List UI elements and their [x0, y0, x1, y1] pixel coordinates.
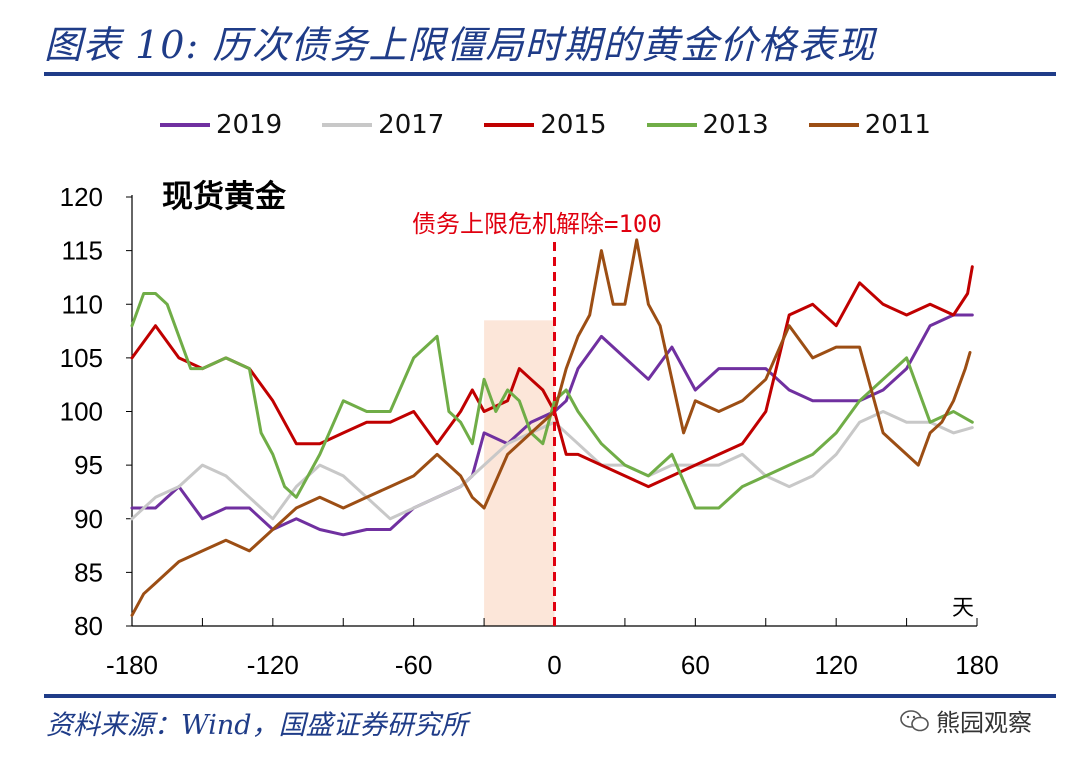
y-tick-label: 95: [74, 450, 103, 480]
legend-swatch: [808, 123, 859, 127]
series-line-2013: [130, 292, 974, 510]
series-line-2011: [130, 238, 972, 617]
x-tick-label: 0: [547, 650, 561, 680]
legend-label: 2011: [864, 110, 931, 140]
chart-title: 现货黄金: [162, 179, 287, 215]
legend-swatch: [646, 123, 697, 127]
y-tick-label: 85: [74, 557, 103, 587]
legend-label: 2017: [378, 110, 445, 140]
x-tick-label: 120: [814, 650, 857, 680]
legend-swatch: [160, 123, 210, 127]
source-note: 资料来源：Wind，国盛证券研究所: [46, 710, 468, 741]
legend-swatch: [484, 123, 535, 127]
y-tick-label: 110: [62, 289, 103, 319]
annotation-text: 债务上限危机解除=100: [412, 210, 662, 238]
legend-label: 2019: [216, 110, 283, 140]
legend-item-2013: 2013: [646, 110, 769, 140]
legend-label: 2015: [540, 110, 607, 140]
y-tick-label: 90: [74, 504, 103, 534]
watermark: 熊园观察: [900, 703, 1032, 738]
legend-item-2011: 2011: [808, 110, 931, 140]
title-divider: [44, 72, 1056, 76]
wechat-icon: [900, 709, 929, 731]
highlight-band: [484, 320, 555, 626]
y-tick-label: 115: [62, 236, 103, 266]
legend-swatch: [322, 123, 373, 127]
y-tick-label: 100: [60, 397, 103, 427]
chart-legend: 2019 2017 2015 2013 2011: [160, 110, 971, 140]
legend-item-2015: 2015: [484, 110, 607, 140]
y-tick-label: 105: [60, 343, 103, 373]
x-tick-label: -180: [106, 650, 158, 680]
y-tick-label: 120: [60, 182, 103, 212]
legend-item-2017: 2017: [322, 110, 444, 140]
x-tick-label: 60: [681, 650, 710, 680]
series-line-2015: [130, 265, 974, 489]
figure-title: 图表 10: 历次债务上限僵局时期的黄金价格表现: [44, 23, 876, 67]
source-divider: [44, 694, 1056, 698]
gold-price-chart: 80 85 90 95 100 105 110 115 120 -180 -120 -60 0 60 120…: [60, 179, 999, 680]
x-tick-label: -120: [247, 650, 299, 680]
watermark-text: 熊园观察: [936, 709, 1032, 737]
y-tick-label: 80: [74, 611, 103, 641]
x-tick-label: -60: [395, 650, 433, 680]
legend-label: 2013: [702, 110, 769, 140]
x-tick-label: 180: [955, 650, 998, 680]
x-unit-label: 天: [952, 596, 974, 621]
legend-item-2019: 2019: [160, 110, 282, 140]
